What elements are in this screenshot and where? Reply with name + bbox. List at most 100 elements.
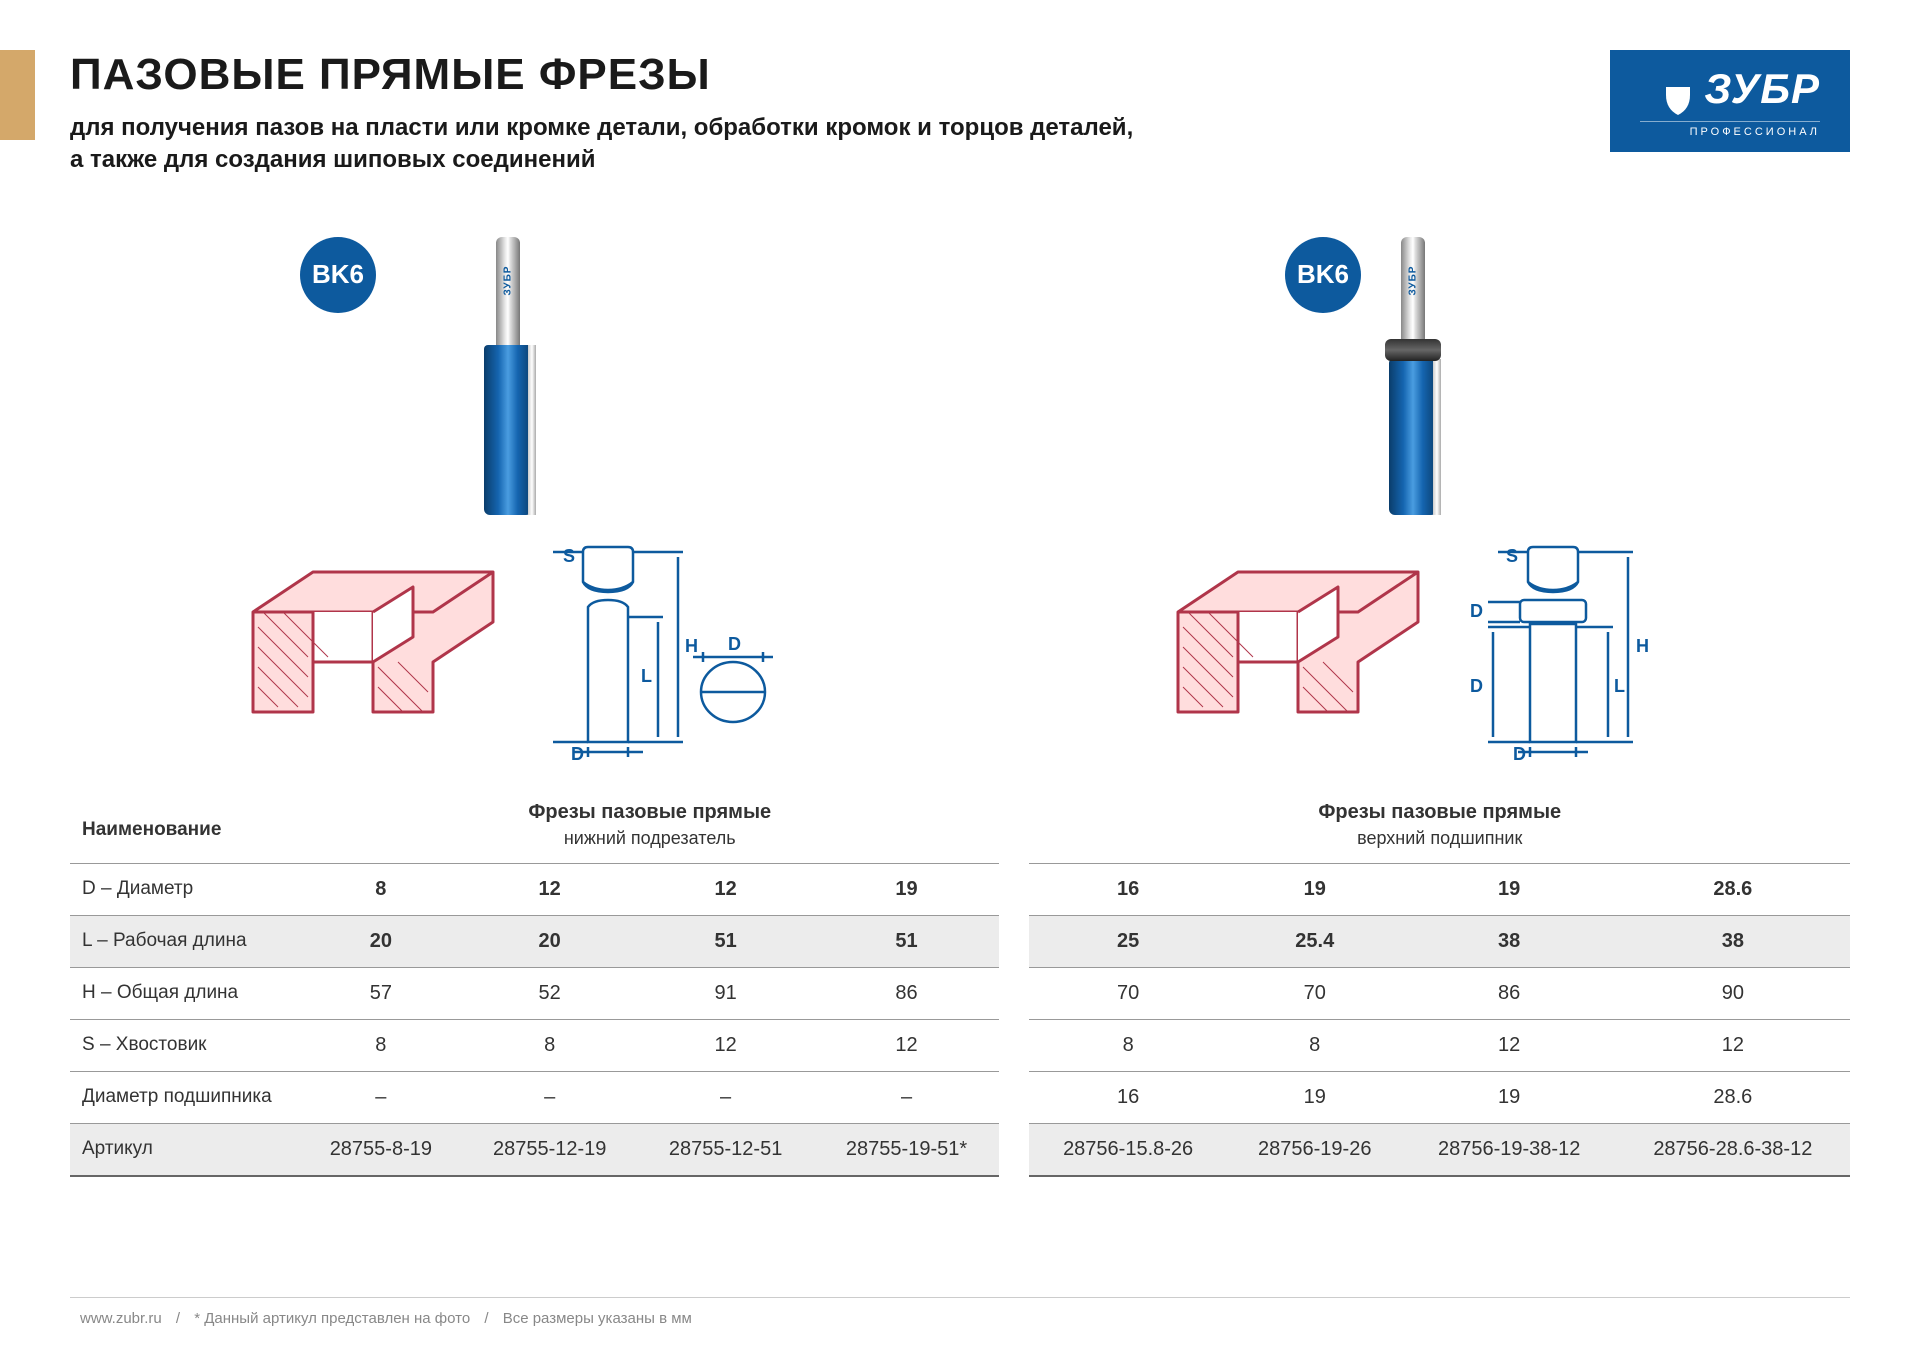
group-title-left: Фрезы пазовые прямые (300, 787, 999, 828)
cell: 12 (638, 863, 814, 915)
svg-text:D: D (1470, 601, 1483, 621)
svg-text:S: S (1506, 546, 1518, 566)
svg-text:H: H (1636, 636, 1649, 656)
cell: 12 (1403, 1019, 1616, 1071)
cell: – (300, 1071, 462, 1123)
product-left: BK6 ЗУБР (70, 217, 945, 767)
footer-note2: Все размеры указаны в мм (503, 1310, 692, 1327)
cell: 28.6 (1616, 863, 1850, 915)
svg-text:L: L (641, 666, 652, 686)
table-row: H – Общая длина5752918670708690 (70, 967, 1850, 1019)
group-sub-left: нижний подрезатель (300, 828, 999, 864)
cell: 57 (300, 967, 462, 1019)
cell: 91 (638, 967, 814, 1019)
table-row: Диаметр подшипника––––16191928.6 (70, 1071, 1850, 1123)
row-label: L – Рабочая длина (70, 915, 300, 967)
svg-text:D: D (1470, 676, 1483, 696)
cell: 12 (1616, 1019, 1850, 1071)
cell: 90 (1616, 967, 1850, 1019)
svg-text:D: D (571, 744, 584, 762)
cell: 28755-12-19 (462, 1123, 638, 1176)
cell: – (638, 1071, 814, 1123)
cell: 86 (1403, 967, 1616, 1019)
footer-note1: * Данный артикул представлен на фото (194, 1310, 470, 1327)
cell: 38 (1616, 915, 1850, 967)
footer: www.zubr.ru / * Данный артикул представл… (70, 1297, 1850, 1327)
cell: 8 (462, 1019, 638, 1071)
table-row: D – Диаметр812121916191928.6 (70, 863, 1850, 915)
row-label: Диаметр подшипника (70, 1071, 300, 1123)
table-row: Артикул28755-8-1928755-12-1928755-12-512… (70, 1123, 1850, 1176)
router-bit-image: ЗУБР (478, 237, 538, 517)
material-badge: BK6 (1285, 237, 1361, 313)
cell: 19 (1403, 863, 1616, 915)
svg-text:L: L (1614, 676, 1625, 696)
cell: 19 (814, 863, 1000, 915)
cell: 70 (1029, 967, 1226, 1019)
accent-stripe (0, 50, 35, 140)
cell: 25 (1029, 915, 1226, 967)
brand-logo: ЗУБР ПРОФЕССИОНАЛ (1610, 50, 1850, 152)
groove-diagram-icon (1168, 552, 1428, 752)
cell: 52 (462, 967, 638, 1019)
cell: 16 (1029, 1071, 1226, 1123)
header: ПАЗОВЫЕ ПРЯМЫЕ ФРЕЗЫ для получения пазов… (70, 50, 1850, 177)
dimension-diagram-icon: S H L D D (533, 542, 773, 762)
cell: 8 (300, 863, 462, 915)
material-badge: BK6 (300, 237, 376, 313)
cell: 16 (1029, 863, 1226, 915)
router-bit-image: ЗУБР (1383, 237, 1443, 517)
cell: 8 (300, 1019, 462, 1071)
page-title: ПАЗОВЫЕ ПРЯМЫЕ ФРЕЗЫ (70, 50, 1133, 100)
svg-text:H: H (685, 636, 698, 656)
cell: 51 (814, 915, 1000, 967)
row-label: S – Хвостовик (70, 1019, 300, 1071)
cell: 25.4 (1227, 915, 1403, 967)
row-label: D – Диаметр (70, 863, 300, 915)
cell: 19 (1227, 1071, 1403, 1123)
cell: 19 (1403, 1071, 1616, 1123)
groove-diagram-icon (243, 552, 503, 752)
cell: 28755-19-51* (814, 1123, 1000, 1176)
cell: 38 (1403, 915, 1616, 967)
logo-subtitle: ПРОФЕССИОНАЛ (1640, 121, 1820, 138)
cell: – (462, 1071, 638, 1123)
cell: 28.6 (1616, 1071, 1850, 1123)
col-name: Наименование (70, 787, 300, 864)
svg-text:D: D (1513, 744, 1526, 762)
cell: 20 (462, 915, 638, 967)
cell: 70 (1227, 967, 1403, 1019)
dimension-diagram-icon: S H L D D D (1458, 542, 1658, 762)
cell: 12 (462, 863, 638, 915)
cell: 86 (814, 967, 1000, 1019)
diagram-right: S H L D D D (975, 537, 1850, 767)
cell: 12 (814, 1019, 1000, 1071)
cell: 28756-19-26 (1227, 1123, 1403, 1176)
cell: 8 (1227, 1019, 1403, 1071)
cell: 28755-12-51 (638, 1123, 814, 1176)
row-label: H – Общая длина (70, 967, 300, 1019)
svg-text:D: D (728, 634, 741, 654)
diagram-left: S H L D D (70, 537, 945, 767)
cell: 12 (638, 1019, 814, 1071)
footer-url: www.zubr.ru (80, 1310, 162, 1327)
cell: 8 (1029, 1019, 1226, 1071)
group-sub-right: верхний подшипник (1029, 828, 1850, 864)
cell: 28756-15.8-26 (1029, 1123, 1226, 1176)
cell: 28756-28.6-38-12 (1616, 1123, 1850, 1176)
tooth-icon (1660, 81, 1696, 117)
row-label: Артикул (70, 1123, 300, 1176)
cell: – (814, 1071, 1000, 1123)
page-subtitle: для получения пазов на пласти или кромке… (70, 112, 1133, 177)
cell: 51 (638, 915, 814, 967)
cell: 28755-8-19 (300, 1123, 462, 1176)
cell: 28756-19-38-12 (1403, 1123, 1616, 1176)
group-title-right: Фрезы пазовые прямые (1029, 787, 1850, 828)
table-row: L – Рабочая длина202051512525.43838 (70, 915, 1850, 967)
product-right: BK6 ЗУБР (975, 217, 1850, 767)
cell: 19 (1227, 863, 1403, 915)
spec-table: Наименование Фрезы пазовые прямые Фрезы … (70, 787, 1850, 1177)
table-row: S – Хвостовик881212881212 (70, 1019, 1850, 1071)
cell: 20 (300, 915, 462, 967)
svg-text:S: S (563, 546, 575, 566)
